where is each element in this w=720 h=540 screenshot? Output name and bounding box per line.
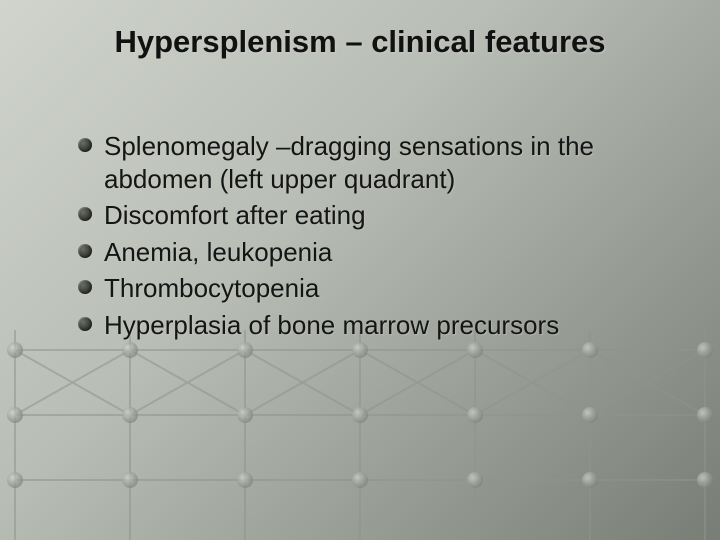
slide-title: Hypersplenism – clinical features bbox=[0, 24, 720, 60]
list-item: Anemia, leukopenia bbox=[78, 236, 680, 269]
bullet-icon bbox=[78, 207, 92, 221]
list-item: Discomfort after eating bbox=[78, 199, 680, 232]
list-item: Splenomegaly –dragging sensations in the… bbox=[78, 130, 680, 195]
bullet-list: Splenomegaly –dragging sensations in the… bbox=[78, 130, 680, 345]
list-item-text: Hyperplasia of bone marrow precursors bbox=[104, 310, 559, 340]
list-item-text: Discomfort after eating bbox=[104, 200, 366, 230]
list-item-text: Splenomegaly –dragging sensations in the… bbox=[104, 131, 594, 194]
bullet-icon bbox=[78, 138, 92, 152]
slide: Hypersplenism – clinical features Spleno… bbox=[0, 0, 720, 540]
list-item: Thrombocytopenia bbox=[78, 272, 680, 305]
bullet-icon bbox=[78, 280, 92, 294]
list-item-text: Thrombocytopenia bbox=[104, 273, 319, 303]
bullet-icon bbox=[78, 317, 92, 331]
bullet-icon bbox=[78, 244, 92, 258]
list-item: Hyperplasia of bone marrow precursors bbox=[78, 309, 680, 342]
list-item-text: Anemia, leukopenia bbox=[104, 237, 332, 267]
